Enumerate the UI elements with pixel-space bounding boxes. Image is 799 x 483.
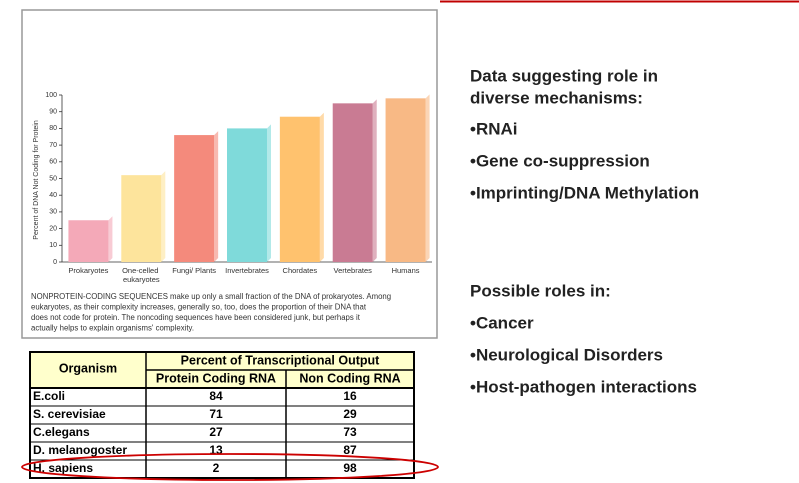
y-tick-label: 10: [49, 242, 57, 249]
cell: S. cerevisiae: [33, 407, 106, 421]
y-tick-label: 80: [49, 125, 57, 132]
x-tick-label: Humans: [392, 266, 420, 275]
cell: 27: [209, 425, 223, 439]
bar: [121, 175, 162, 262]
bullet: •Imprinting/DNA Methylation: [470, 183, 699, 202]
bar-side: [372, 99, 377, 262]
bullet: •Host-pathogen interactions: [470, 377, 697, 396]
bar-side: [319, 112, 324, 263]
y-tick-label: 90: [49, 109, 57, 116]
y-tick-label: 60: [49, 159, 57, 166]
caption-line: eukaryotes, as their complexity increase…: [31, 303, 367, 312]
cell: 98: [343, 461, 357, 475]
bar: [332, 103, 373, 262]
heading: diverse mechanisms:: [470, 88, 643, 107]
bar-side: [108, 216, 113, 262]
y-tick-label: 30: [49, 209, 57, 216]
x-tick-label: Chordates: [283, 266, 318, 275]
caption: NONPROTEIN-CODING SEQUENCES make up only…: [31, 292, 391, 333]
y-tick-label: 20: [49, 225, 57, 232]
y-tick-label: 100: [45, 92, 57, 99]
chart: 0 10 20 30 40 50 60 70 80 90 100 Prokaryotes One-cel…: [45, 92, 432, 284]
y-tick-label: 0: [53, 259, 57, 266]
cell: 87: [343, 443, 357, 457]
cell: E.coli: [33, 389, 65, 403]
table: Organism Percent of Transcriptional Outpu…: [29, 351, 415, 479]
highlight-ellipse: [21, 453, 439, 481]
header-cell: Protein Coding RNA: [156, 371, 276, 385]
x-tick-label: One-celled eukaryotes: [122, 266, 160, 284]
y-tick-label: 50: [49, 175, 57, 182]
x-tick-label: Prokaryotes: [68, 266, 108, 275]
heading: Data suggesting role in: [470, 66, 658, 85]
bullet: •Cancer: [470, 313, 534, 332]
caption-line: NONPROTEIN-CODING SEQUENCES make up only…: [31, 292, 391, 301]
bar-side: [214, 131, 219, 262]
side-text: Data suggesting role in diverse mechanism…: [470, 66, 699, 396]
cell: 73: [343, 425, 357, 439]
cell: D. melanogoster: [33, 443, 127, 457]
table-frame: [29, 351, 415, 479]
bullet: •Gene co-suppression: [470, 151, 650, 170]
cell: C.elegans: [33, 425, 90, 439]
bar: [227, 128, 267, 262]
bar: [279, 116, 320, 263]
y-tick-label: 70: [49, 142, 57, 149]
y-tick-label: 40: [49, 192, 57, 199]
caption-line: actually helps to explain organisms' com…: [31, 324, 194, 333]
cell: 2: [213, 461, 220, 475]
bullet: •Neurological Disorders: [470, 345, 663, 364]
header-cell: Non Coding RNA: [299, 371, 400, 385]
bullet: •RNAi: [470, 119, 518, 138]
cell: 13: [209, 443, 223, 457]
y-axis-label: Percent of DNA Not Coding for Protein: [33, 120, 40, 240]
x-tick-label: Fungi/ Plants: [172, 266, 216, 275]
bar-side: [267, 124, 271, 263]
x-tick-label: Vertebrates: [334, 266, 373, 275]
bar: [174, 135, 215, 262]
header-cell: Percent of Transcriptional Output: [181, 353, 380, 367]
caption-line: does not code for protein. The noncoding…: [31, 313, 361, 322]
cell: 71: [209, 407, 223, 421]
bar: [68, 220, 109, 262]
heading: Possible roles in:: [470, 281, 611, 300]
cell: H. sapiens: [33, 461, 93, 475]
cell: 84: [209, 389, 223, 403]
x-tick-label: Invertebrates: [225, 266, 269, 275]
bar: [385, 98, 426, 262]
bar-side: [161, 171, 166, 262]
header-cell: Organism: [59, 361, 117, 375]
bar-side: [425, 94, 430, 262]
cell: 16: [343, 389, 357, 403]
cell: 29: [343, 407, 357, 421]
